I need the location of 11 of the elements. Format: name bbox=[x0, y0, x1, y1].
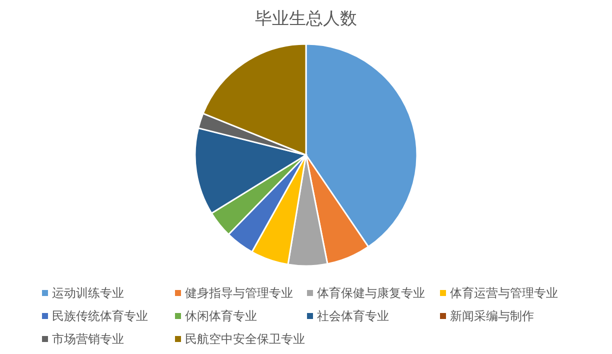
legend-label: 健身指导与管理专业 bbox=[185, 286, 293, 300]
legend-label: 体育保健与康复专业 bbox=[317, 286, 425, 300]
legend-label: 市场营销专业 bbox=[52, 332, 124, 346]
legend-label: 民航空中安全保卫专业 bbox=[185, 332, 305, 346]
legend-label: 民族传统体育专业 bbox=[52, 309, 148, 323]
legend-label: 体育运营与管理专业 bbox=[450, 286, 558, 300]
legend-label: 休闲体育专业 bbox=[185, 309, 257, 323]
legend-label: 社会体育专业 bbox=[317, 309, 389, 323]
chart-title: 毕业生总人数 bbox=[255, 9, 357, 29]
legend-label: 运动训练专业 bbox=[52, 286, 124, 300]
legend-label: 新闻采编与制作 bbox=[450, 309, 534, 323]
